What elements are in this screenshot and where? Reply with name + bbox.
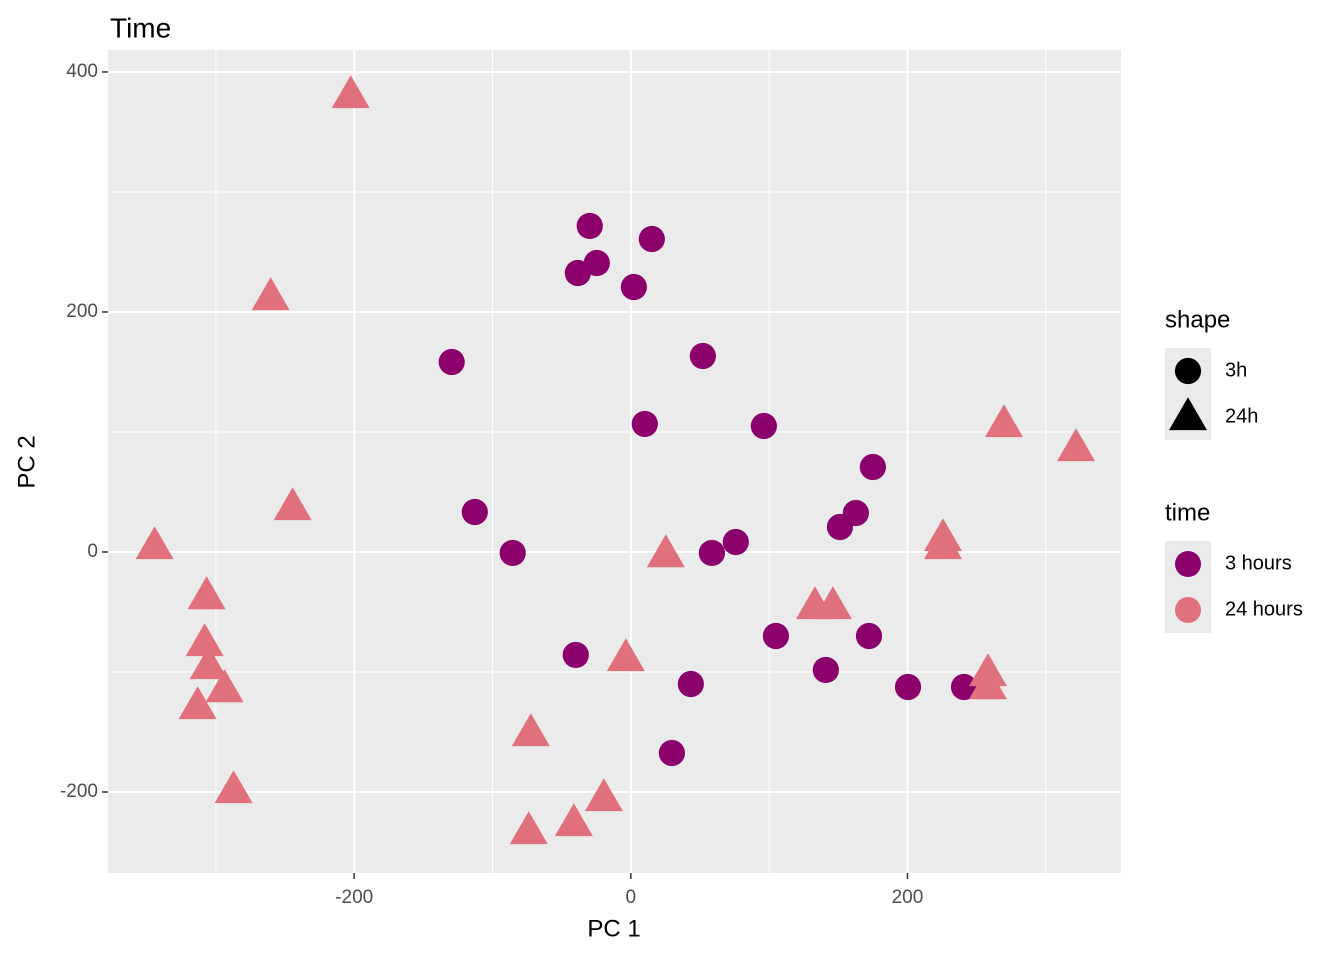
legend-symbol (1174, 357, 1202, 385)
data-point (950, 673, 978, 701)
x-axis-title: PC 1 (587, 915, 640, 942)
legend-title: shape (1165, 306, 1230, 333)
data-point (584, 778, 623, 812)
y-tick-label: 400 (66, 61, 98, 82)
data-point (461, 498, 488, 526)
data-point (689, 342, 716, 370)
legend-label: 3h (1225, 359, 1247, 381)
y-tick-label: 200 (66, 301, 98, 322)
data-point (968, 666, 1007, 700)
data-point (750, 412, 777, 440)
data-point (511, 713, 550, 747)
data-point (646, 534, 685, 568)
data-point (185, 623, 224, 657)
x-tick-label: -200 (335, 887, 373, 908)
x-tick-label: 0 (626, 887, 637, 908)
data-point (812, 656, 839, 684)
chart-title: Time (110, 12, 171, 43)
data-point (135, 526, 174, 560)
data-point (189, 646, 228, 680)
y-axis-title: PC 2 (13, 435, 40, 488)
legend-label: 24h (1225, 405, 1258, 427)
data-point (859, 453, 886, 481)
data-point (813, 586, 852, 620)
legend-title: time (1165, 499, 1210, 526)
data-point (762, 622, 790, 650)
data-point (331, 75, 370, 109)
legend-symbol (1169, 397, 1207, 431)
legend-label: 3 hours (1225, 552, 1292, 574)
data-point (677, 670, 704, 698)
y-tick-label: -200 (60, 781, 98, 802)
data-point (722, 528, 749, 556)
data-point (631, 410, 658, 438)
data-point (638, 225, 665, 253)
data-point (438, 348, 465, 376)
legend-symbol (1175, 597, 1201, 623)
data-point (187, 576, 226, 610)
data-point (1057, 428, 1096, 462)
data-point (205, 669, 244, 703)
data-point (698, 539, 725, 567)
panel (108, 50, 1121, 873)
data-point (251, 277, 290, 311)
data-point (554, 803, 593, 837)
data-point (273, 487, 312, 521)
data-point (214, 770, 253, 804)
data-point (562, 641, 589, 669)
x-tick-label: 200 (892, 887, 924, 908)
data-point (564, 259, 591, 287)
data-point (509, 811, 548, 845)
data-point (576, 212, 603, 240)
legend-label: 24 hours (1225, 598, 1303, 620)
y-tick-label: 0 (87, 541, 98, 562)
legend-symbol (1175, 551, 1201, 577)
data-point (620, 273, 647, 301)
data-point (606, 638, 645, 672)
data-point (658, 739, 686, 767)
data-point (499, 539, 526, 567)
data-point (178, 686, 217, 720)
data-point (984, 404, 1023, 438)
data-point (855, 622, 883, 650)
data-point (826, 513, 854, 541)
data-point (923, 526, 962, 560)
data-point (894, 673, 922, 701)
